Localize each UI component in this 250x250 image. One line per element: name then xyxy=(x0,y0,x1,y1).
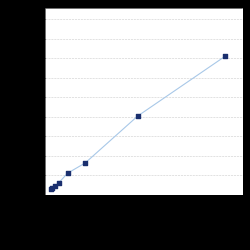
Point xyxy=(57,180,61,184)
Point xyxy=(50,186,54,190)
Point xyxy=(223,54,227,58)
Point xyxy=(136,114,140,118)
Y-axis label: OD: OD xyxy=(22,96,27,106)
X-axis label: Mouse NADH dehydrogenase (ubiquinone) 1 alpha subcomplex subunit 6
Concentration: Mouse NADH dehydrogenase (ubiquinone) 1 … xyxy=(47,209,240,220)
Point xyxy=(83,161,87,165)
Point xyxy=(66,171,70,175)
Point xyxy=(49,187,53,191)
Point xyxy=(52,184,56,188)
